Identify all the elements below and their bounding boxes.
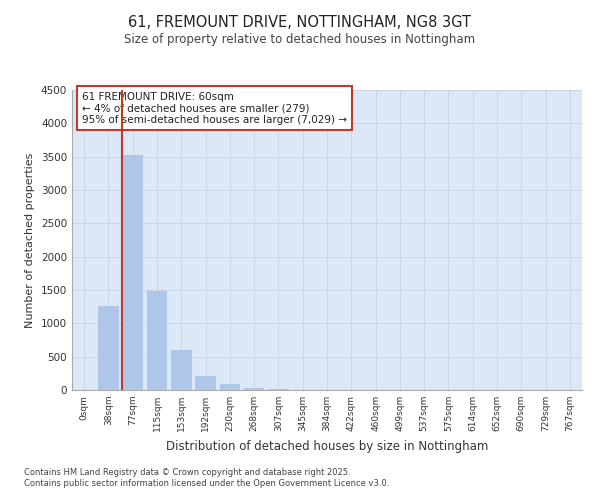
Text: 61, FREMOUNT DRIVE, NOTTINGHAM, NG8 3GT: 61, FREMOUNT DRIVE, NOTTINGHAM, NG8 3GT	[128, 15, 472, 30]
Text: Contains HM Land Registry data © Crown copyright and database right 2025.
Contai: Contains HM Land Registry data © Crown c…	[24, 468, 389, 487]
Bar	[244, 388, 265, 390]
Bar	[195, 376, 216, 390]
Text: 61 FREMOUNT DRIVE: 60sqm
← 4% of detached houses are smaller (279)
95% of semi-d: 61 FREMOUNT DRIVE: 60sqm ← 4% of detache…	[82, 92, 347, 124]
X-axis label: Distribution of detached houses by size in Nottingham: Distribution of detached houses by size …	[166, 440, 488, 452]
Bar	[122, 154, 143, 390]
Bar	[98, 306, 119, 390]
Bar	[171, 350, 191, 390]
Y-axis label: Number of detached properties: Number of detached properties	[25, 152, 35, 328]
Text: Size of property relative to detached houses in Nottingham: Size of property relative to detached ho…	[124, 32, 476, 46]
Bar	[146, 290, 167, 390]
Bar	[220, 384, 240, 390]
